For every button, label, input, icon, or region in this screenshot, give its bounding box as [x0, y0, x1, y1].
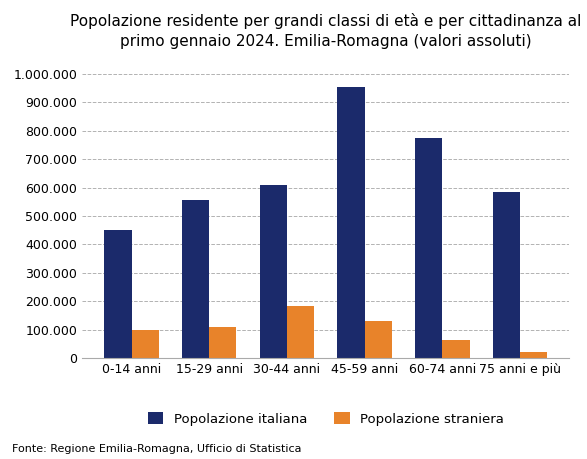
Bar — [287, 306, 314, 358]
Bar — [182, 200, 209, 358]
Bar — [259, 185, 287, 358]
Bar — [415, 138, 443, 358]
Title: Popolazione residente per grandi classi di età e per cittadinanza al
primo genna: Popolazione residente per grandi classi … — [70, 13, 582, 49]
Bar — [493, 192, 520, 358]
Bar — [338, 87, 365, 358]
Bar — [443, 340, 470, 358]
Bar — [520, 353, 547, 358]
Bar — [131, 330, 158, 358]
Text: Fonte: Regione Emilia-Romagna, Ufficio di Statistica: Fonte: Regione Emilia-Romagna, Ufficio d… — [12, 444, 301, 454]
Bar — [365, 320, 392, 358]
Legend: Popolazione italiana, Popolazione straniera: Popolazione italiana, Popolazione strani… — [147, 412, 504, 426]
Bar — [104, 230, 131, 358]
Bar — [209, 327, 237, 358]
